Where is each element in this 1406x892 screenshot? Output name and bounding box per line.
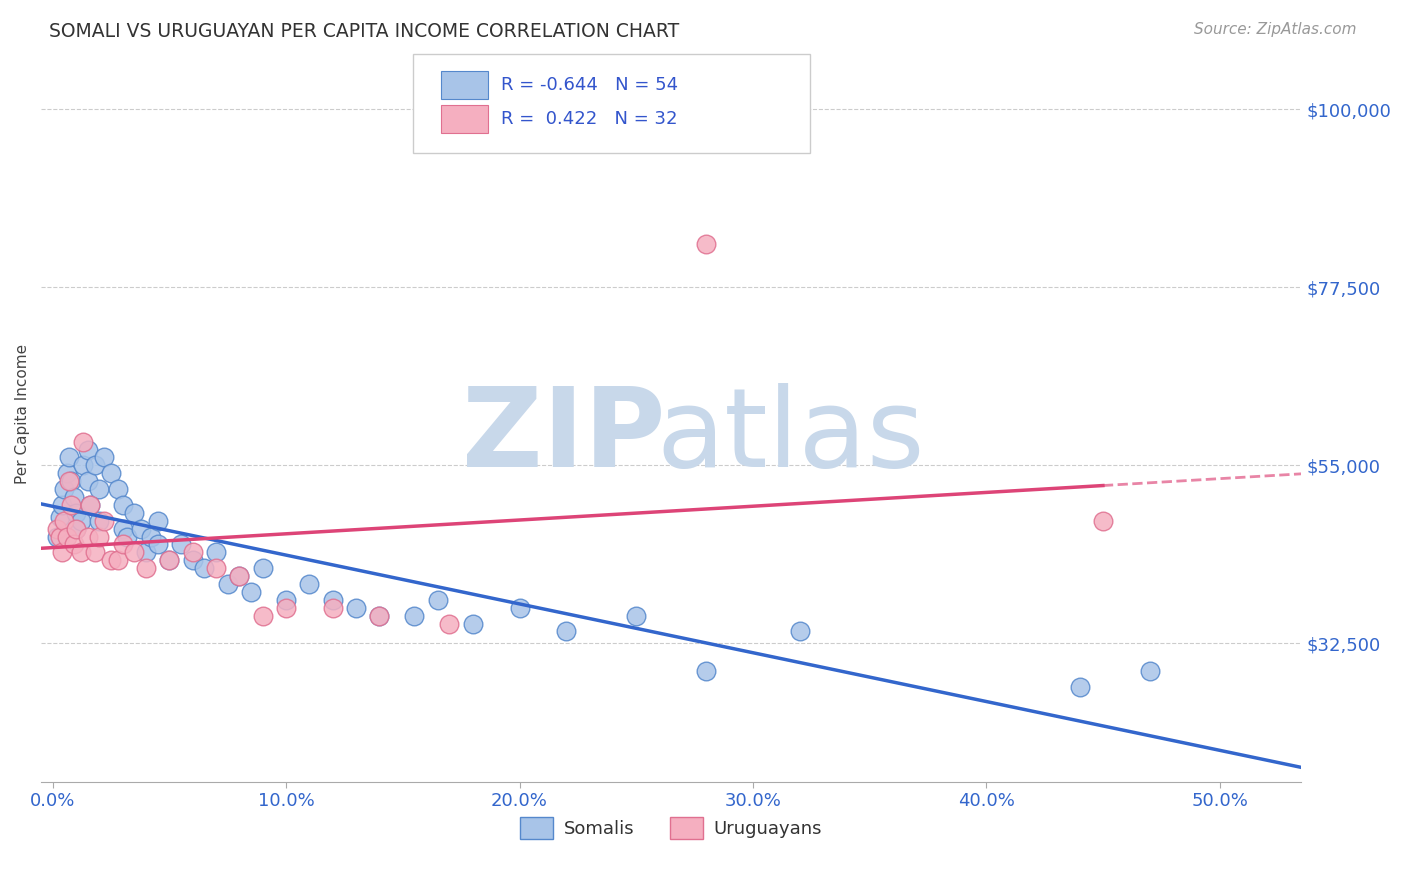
Point	[69, 514, 91, 528]
Point	[555, 624, 578, 639]
Point	[72, 458, 94, 473]
Text: ZIP: ZIP	[463, 383, 666, 490]
Point	[76, 442, 98, 457]
Point	[93, 514, 115, 528]
Point	[131, 522, 153, 536]
Point	[240, 585, 263, 599]
Point	[159, 553, 181, 567]
Point	[89, 482, 111, 496]
Point	[62, 490, 84, 504]
Point	[49, 529, 72, 543]
Point	[170, 537, 193, 551]
Point	[51, 498, 73, 512]
Point	[624, 608, 647, 623]
Point	[426, 592, 449, 607]
Point	[58, 450, 80, 465]
Text: SOMALI VS URUGUAYAN PER CAPITA INCOME CORRELATION CHART: SOMALI VS URUGUAYAN PER CAPITA INCOME CO…	[49, 22, 679, 41]
Text: atlas: atlas	[657, 383, 925, 490]
Point	[135, 561, 157, 575]
FancyBboxPatch shape	[440, 105, 488, 133]
Point	[368, 608, 391, 623]
Point	[89, 529, 111, 543]
Point	[461, 616, 484, 631]
Point	[83, 458, 105, 473]
Text: Source: ZipAtlas.com: Source: ZipAtlas.com	[1194, 22, 1357, 37]
Legend: Somalis, Uruguayans: Somalis, Uruguayans	[513, 810, 830, 847]
Point	[298, 577, 321, 591]
Point	[65, 522, 87, 536]
Point	[58, 474, 80, 488]
Point	[181, 553, 204, 567]
Point	[1139, 664, 1161, 678]
Point	[789, 624, 811, 639]
Point	[695, 664, 717, 678]
Point	[117, 529, 139, 543]
Point	[205, 561, 228, 575]
Point	[181, 545, 204, 559]
Point	[49, 509, 72, 524]
Point	[139, 529, 162, 543]
Y-axis label: Per Capita Income: Per Capita Income	[15, 344, 30, 484]
Point	[217, 577, 239, 591]
Point	[107, 553, 129, 567]
Point	[55, 467, 77, 481]
Point	[111, 522, 134, 536]
Point	[72, 434, 94, 449]
Point	[76, 529, 98, 543]
Point	[228, 569, 250, 583]
Point	[252, 561, 274, 575]
Point	[695, 236, 717, 251]
Point	[60, 474, 83, 488]
Point	[55, 529, 77, 543]
Point	[53, 482, 76, 496]
Point	[228, 569, 250, 583]
Point	[508, 600, 530, 615]
Point	[276, 600, 298, 615]
Point	[69, 545, 91, 559]
Point	[51, 545, 73, 559]
FancyBboxPatch shape	[413, 54, 810, 153]
Point	[193, 561, 215, 575]
Point	[124, 506, 146, 520]
Point	[146, 514, 169, 528]
Point	[1069, 680, 1091, 694]
Point	[146, 537, 169, 551]
Point	[60, 498, 83, 512]
Point	[65, 522, 87, 536]
Point	[107, 482, 129, 496]
Point	[89, 514, 111, 528]
Point	[65, 506, 87, 520]
Point	[344, 600, 367, 615]
Point	[79, 498, 101, 512]
Point	[111, 498, 134, 512]
Point	[1091, 514, 1114, 528]
Point	[252, 608, 274, 623]
Point	[53, 514, 76, 528]
Text: R = -0.644   N = 54: R = -0.644 N = 54	[501, 76, 678, 95]
Point	[83, 545, 105, 559]
Point	[276, 592, 298, 607]
Point	[322, 592, 344, 607]
Point	[111, 537, 134, 551]
Point	[46, 529, 69, 543]
Point	[76, 474, 98, 488]
Point	[100, 553, 122, 567]
FancyBboxPatch shape	[440, 71, 488, 99]
Point	[439, 616, 461, 631]
Point	[159, 553, 181, 567]
Point	[124, 545, 146, 559]
Point	[79, 498, 101, 512]
Text: R =  0.422   N = 32: R = 0.422 N = 32	[501, 110, 678, 128]
Point	[404, 608, 426, 623]
Point	[322, 600, 344, 615]
Point	[368, 608, 391, 623]
Point	[100, 467, 122, 481]
Point	[135, 545, 157, 559]
Point	[46, 522, 69, 536]
Point	[62, 537, 84, 551]
Point	[205, 545, 228, 559]
Point	[93, 450, 115, 465]
